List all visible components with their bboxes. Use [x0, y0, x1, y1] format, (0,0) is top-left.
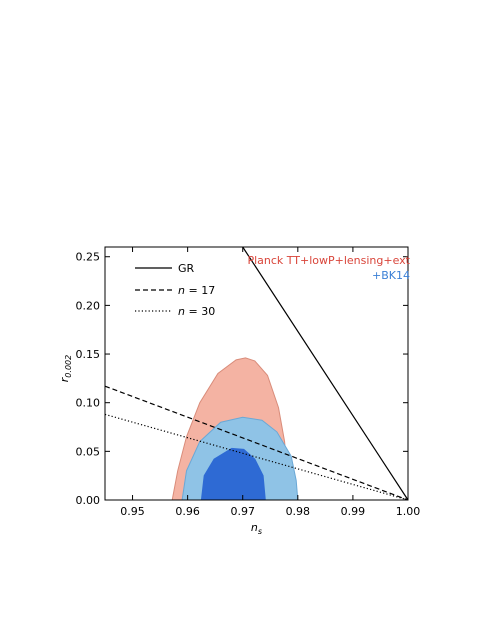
legend: GR n = 17 n = 30: [135, 262, 215, 318]
lines-layer: [104, 246, 409, 501]
y-tick-label: 0.05: [76, 445, 101, 458]
x-axis-title-main: n: [251, 521, 258, 534]
y-tick-label: 0.15: [76, 348, 101, 361]
plot-frame: [104, 246, 409, 501]
legend-label-n30: n = 30: [178, 305, 215, 318]
line-gr: [242, 246, 409, 501]
y-tick-label: 0.10: [76, 397, 101, 410]
legend-label-n30-val: = 30: [185, 305, 215, 318]
x-tick-label: 0.96: [175, 505, 200, 518]
legend-label-n17: n = 17: [178, 284, 215, 297]
x-tick-label: 1.00: [396, 505, 421, 518]
legend-label-gr: GR: [178, 262, 195, 275]
y-axis-title-main: r: [58, 376, 71, 382]
annotation-planck: Planck TT+lowP+lensing+ext: [247, 254, 410, 267]
line-n30: [104, 413, 409, 501]
y-tick-label: 0.00: [76, 494, 101, 507]
contour-bk14-68: [200, 447, 266, 501]
y-tick-label: 0.25: [76, 251, 101, 264]
legend-label-n17-var: n: [178, 284, 185, 297]
line-n17: [104, 385, 409, 501]
x-tick-label: 0.97: [230, 505, 255, 518]
y-axis-title: r0.002: [58, 355, 73, 382]
legend-label-n30-var: n: [178, 305, 185, 318]
annotation-bk14: +BK14: [372, 269, 410, 282]
x-tick-label: 0.99: [341, 505, 366, 518]
x-axis-title-sub: s: [258, 527, 262, 536]
ticks-layer: 0.95 0.96 0.97 0.98 0.99 1.00 0.00 0.05 0.10 0.15…: [76, 247, 421, 518]
x-tick-label: 0.95: [120, 505, 145, 518]
legend-label-n17-val: = 17: [185, 284, 215, 297]
y-axis-title-sub: 0.002: [64, 355, 73, 378]
x-axis-title: ns: [251, 521, 262, 536]
contours-layer: [171, 357, 299, 501]
x-tick-label: 0.98: [286, 505, 311, 518]
y-tick-label: 0.20: [76, 299, 101, 312]
